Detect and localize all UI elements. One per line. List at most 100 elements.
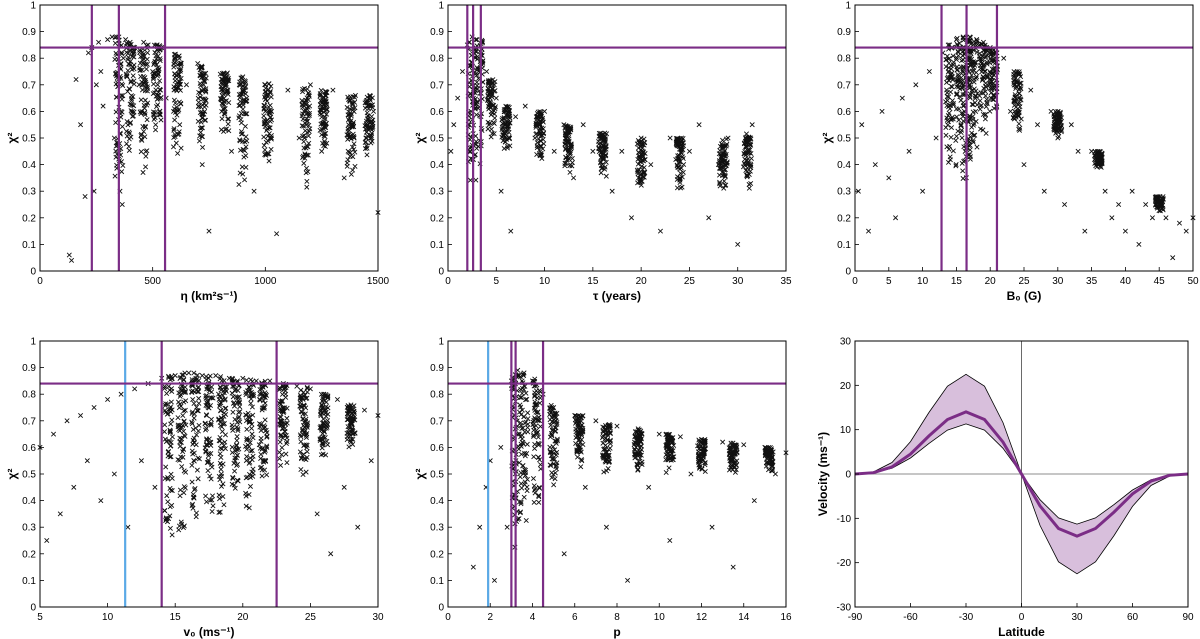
streak-point [578, 464, 584, 470]
x-tick-label: 45 [1154, 276, 1166, 287]
streak-point [506, 129, 512, 136]
streak-point [276, 421, 282, 427]
streak-point [519, 425, 525, 432]
scatter-markers [855, 34, 1196, 261]
streak-point [532, 376, 538, 382]
x-tick-label: 0 [445, 276, 451, 287]
streak-point [950, 148, 956, 154]
streak-point [196, 389, 202, 395]
streak-point [209, 395, 215, 401]
data-point [370, 108, 377, 114]
streak-point [239, 131, 245, 137]
streak-point [982, 55, 988, 61]
data-point [199, 162, 205, 168]
streak-point [173, 140, 179, 146]
streak-point [175, 62, 181, 68]
streak-point [989, 75, 995, 81]
streak-point [536, 147, 542, 153]
streak-point [324, 111, 330, 117]
data-point [542, 108, 548, 114]
streak-point [988, 90, 994, 96]
streak-point [207, 402, 214, 409]
streak-point [258, 435, 264, 441]
streak-point [143, 61, 149, 67]
streak-point [169, 388, 175, 394]
streak-point [632, 433, 639, 439]
streak-point [235, 427, 241, 433]
data-point [240, 375, 246, 381]
streak-point [217, 509, 223, 515]
streak-point [721, 185, 727, 191]
streak-point [234, 437, 240, 444]
data-point [508, 228, 514, 234]
streak-point [533, 428, 539, 434]
streak-point [507, 115, 513, 121]
x-tick-label: 40 [1120, 276, 1132, 287]
data-point [859, 122, 865, 128]
streak-point [126, 147, 132, 153]
x-tick-label: 1500 [367, 276, 390, 287]
data-point [91, 404, 97, 411]
streak-point [979, 77, 985, 83]
streak-point [282, 385, 288, 391]
streak-point [247, 418, 253, 425]
data-point [906, 148, 912, 154]
streak-point [350, 167, 356, 173]
streak-point [172, 117, 178, 123]
streak-point [1016, 91, 1022, 97]
streak-point [143, 153, 149, 159]
streak-point [208, 421, 214, 427]
streak-point [960, 168, 966, 174]
streak-point [301, 145, 307, 151]
streak-point [304, 449, 310, 455]
x-tick-label: 20 [985, 276, 997, 287]
streak-point [238, 81, 244, 88]
streak-point [549, 428, 555, 434]
streak-point [603, 446, 609, 452]
streak-point [534, 152, 540, 158]
streak-point [492, 106, 498, 112]
streak-point [157, 58, 163, 64]
streak-point [256, 442, 262, 448]
streak-point [969, 61, 975, 67]
streak-point [178, 392, 184, 398]
streak-point [248, 448, 254, 454]
streak-point [489, 110, 496, 116]
streak-point [974, 144, 980, 150]
streak-point [474, 86, 481, 92]
streak-point [144, 61, 150, 67]
y-tick-label: 0.6 [22, 107, 36, 118]
streak-point [246, 491, 252, 497]
streak-point [1012, 94, 1018, 100]
streak-point [304, 184, 310, 190]
streak-point [325, 418, 331, 424]
streak-point [223, 83, 229, 89]
streak-point [203, 499, 210, 505]
streak-point [162, 422, 168, 428]
streak-point [537, 462, 543, 468]
streak-point [183, 469, 189, 475]
streak-point [203, 427, 209, 433]
streak-point [162, 383, 168, 390]
streak-point [113, 109, 119, 115]
y-tick-label: 0.9 [430, 27, 444, 38]
streak-point [507, 143, 513, 149]
streak-point [364, 143, 370, 149]
streak-point [262, 417, 268, 423]
streak-point [301, 139, 307, 145]
x-tick-label: 25 [684, 276, 696, 287]
streak-point [216, 416, 222, 422]
streak-point [321, 391, 327, 397]
streak-point [604, 468, 610, 474]
data-point [213, 373, 219, 379]
streak-point [171, 106, 177, 112]
streak-point [518, 420, 524, 426]
streak-point [953, 54, 959, 61]
streak-point [156, 66, 162, 72]
data-point [1143, 201, 1149, 208]
streak-point [190, 451, 196, 457]
streak-point [321, 119, 327, 125]
y-tick-label: 0.3 [22, 523, 36, 534]
streak-point [220, 393, 226, 399]
streak-point [674, 163, 680, 169]
